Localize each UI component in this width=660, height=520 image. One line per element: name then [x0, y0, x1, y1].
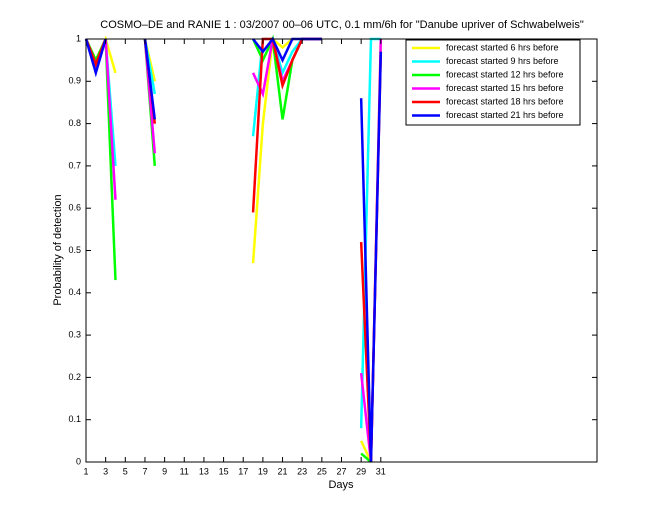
x-tick-label: 7	[142, 466, 147, 476]
x-tick-label: 23	[297, 466, 307, 476]
series-line	[84, 36, 383, 463]
legend-label: forecast started 6 hrs before	[446, 42, 559, 52]
x-tick-label: 1	[83, 466, 88, 476]
x-tick-label: 31	[376, 466, 386, 476]
y-tick-label: 0.8	[68, 118, 81, 128]
legend-label: forecast started 9 hrs before	[446, 56, 559, 66]
x-tick-label: 15	[219, 466, 229, 476]
legend-label: forecast started 21 hrs before	[446, 110, 564, 120]
legend-label: forecast started 18 hrs before	[446, 96, 564, 106]
legend-label: forecast started 12 hrs before	[446, 69, 564, 79]
x-tick-label: 5	[123, 466, 128, 476]
y-tick-label: 0.6	[68, 203, 81, 213]
y-tick-label: 0.4	[68, 287, 81, 297]
legend-label: forecast started 15 hrs before	[446, 83, 564, 93]
y-tick-label: 0.3	[68, 329, 81, 339]
x-tick-label: 29	[356, 466, 366, 476]
x-tick-label: 17	[238, 466, 248, 476]
x-tick-label: 19	[258, 466, 268, 476]
y-tick-label: 0.9	[68, 76, 81, 86]
x-tick-label: 25	[317, 466, 327, 476]
chart-title: COSMO–DE and RANIE 1 : 03/2007 00–06 UTC…	[100, 19, 584, 31]
x-tick-label: 9	[162, 466, 167, 476]
x-tick-label: 13	[199, 466, 209, 476]
y-tick-label: 1	[76, 33, 81, 43]
y-tick-label: 0.5	[68, 245, 81, 255]
y-tick-label: 0.2	[68, 372, 81, 382]
x-tick-label: 21	[278, 466, 288, 476]
legend-box	[405, 39, 581, 126]
x-axis-label: Days	[328, 479, 354, 491]
y-tick-label: 0.1	[68, 414, 81, 424]
x-tick-label: 27	[336, 466, 346, 476]
y-axis-label: Probability of detection	[52, 194, 64, 305]
x-tick-label: 3	[103, 466, 108, 476]
y-tick-label: 0	[76, 456, 81, 466]
x-tick-label: 11	[180, 466, 189, 476]
y-tick-label: 0.7	[68, 160, 81, 170]
